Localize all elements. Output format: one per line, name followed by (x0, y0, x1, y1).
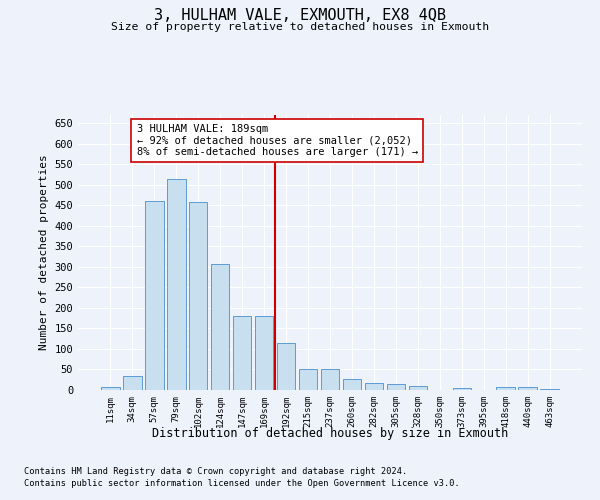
Bar (541, 389, 559, 390)
Text: Contains public sector information licensed under the Open Government Licence v3: Contains public sector information licen… (24, 479, 460, 488)
Bar (145, 201, 164, 390)
Text: Size of property relative to detached houses in Exmouth: Size of property relative to detached ho… (111, 22, 489, 32)
Bar (299, 370, 317, 390)
Bar (167, 180, 185, 390)
Text: 3, HULHAM VALE, EXMOUTH, EX8 4QB: 3, HULHAM VALE, EXMOUTH, EX8 4QB (154, 8, 446, 22)
Bar (320, 370, 340, 390)
Bar (211, 264, 229, 390)
Y-axis label: Number of detached properties: Number of detached properties (39, 154, 49, 350)
Bar (233, 316, 251, 390)
Bar (189, 202, 208, 390)
Bar (123, 376, 142, 390)
Bar (101, 386, 119, 390)
Bar (277, 343, 295, 390)
Bar (409, 386, 427, 390)
Bar (255, 316, 274, 390)
Bar (386, 384, 405, 390)
Text: Distribution of detached houses by size in Exmouth: Distribution of detached houses by size … (152, 428, 508, 440)
Bar (496, 386, 515, 390)
Bar (365, 382, 383, 390)
Text: Contains HM Land Registry data © Crown copyright and database right 2024.: Contains HM Land Registry data © Crown c… (24, 468, 407, 476)
Bar (343, 379, 361, 390)
Bar (452, 388, 471, 390)
Bar (518, 387, 537, 390)
Text: 3 HULHAM VALE: 189sqm
← 92% of detached houses are smaller (2,052)
8% of semi-de: 3 HULHAM VALE: 189sqm ← 92% of detached … (137, 124, 418, 157)
